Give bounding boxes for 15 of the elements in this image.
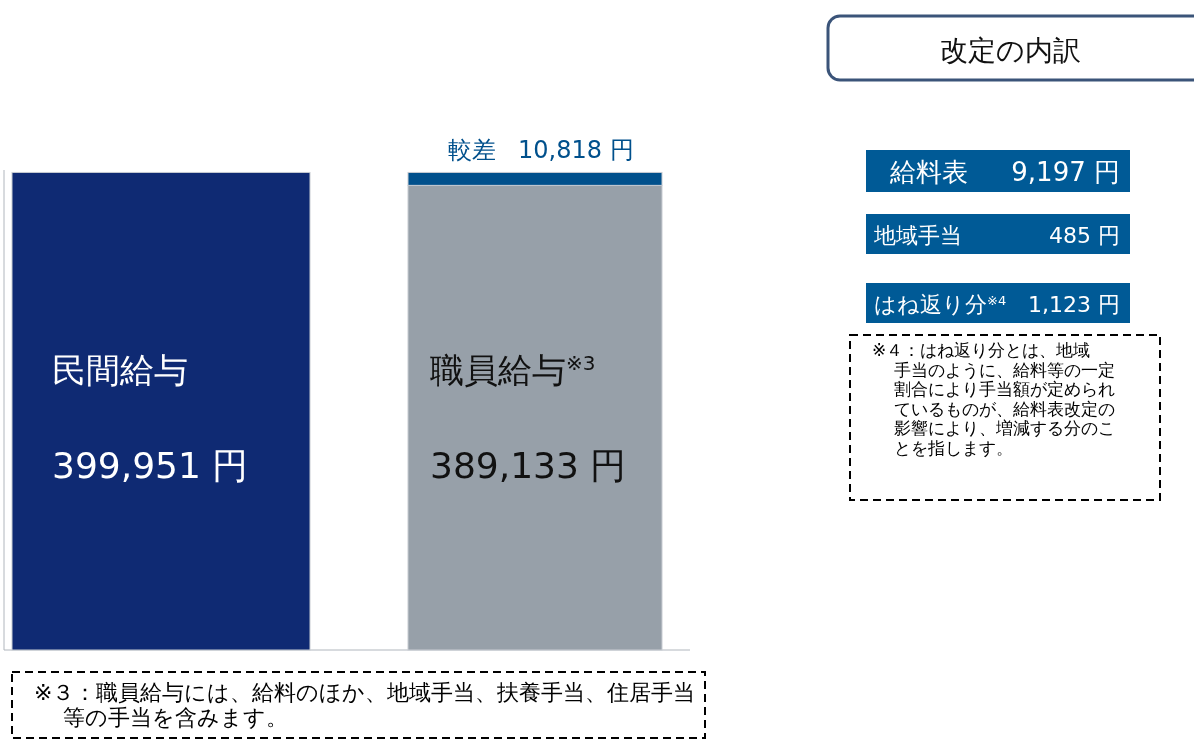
data-label: 9,197 円 [1011,157,1120,187]
text: 改定の内訳 [939,34,1081,67]
x-tick-label: 民間給与 [52,350,188,390]
data-label: 10,818 円 [518,136,634,165]
category-label: 給料表 [889,157,968,187]
category-label: はね返り分$^{※4}$ [874,292,1007,317]
text: ※４：はね返り分とは、地域手当のように、給料等の一定割合により手当額が定められているものが、給料表改定の影響により、増減する分のことを指します。 [872,340,1116,458]
category-label: 地域手当 [873,223,962,248]
series-label: 較差 [448,136,496,165]
data-label: 485 円 [1049,223,1120,248]
text: ※３：職員給与には、給料のほか、地域手当、扶養手当、住居手当等の手当を含みます。 [34,679,696,730]
data-label: 399,951 円 [52,445,249,486]
x-tick-label: 職員給与$^{※3}$ [430,350,596,390]
data-label: 389,133 円 [430,445,627,486]
data-label: 1,123 円 [1028,292,1120,317]
